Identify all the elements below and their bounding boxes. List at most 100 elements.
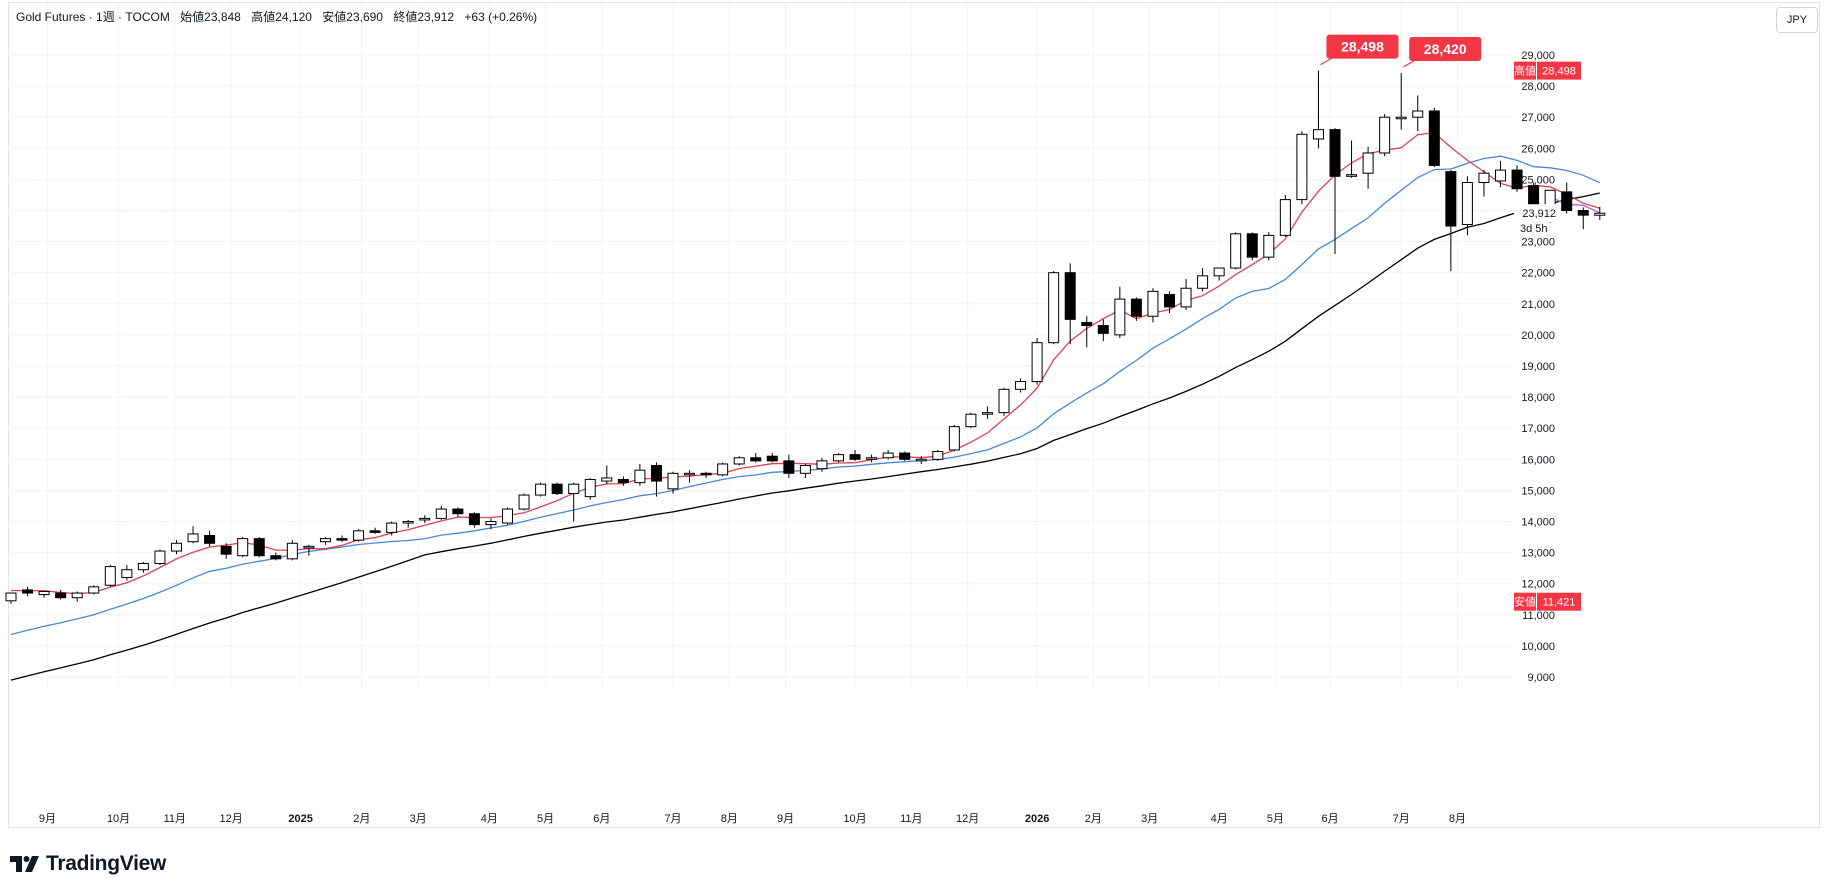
tradingview-logo-icon xyxy=(10,856,39,872)
candle xyxy=(5,592,17,604)
last-price-bg xyxy=(1514,204,1558,223)
candle-body xyxy=(55,592,67,599)
candle xyxy=(303,544,315,556)
candle xyxy=(1412,95,1424,132)
candle xyxy=(882,449,894,460)
x-tick-label: 10月 xyxy=(843,813,866,825)
candle-body xyxy=(1213,267,1225,277)
candle xyxy=(204,530,216,547)
candle xyxy=(1478,170,1490,197)
candle xyxy=(104,565,116,587)
x-tick-label: 2026 xyxy=(1025,813,1049,825)
moving-averages xyxy=(10,132,1601,681)
x-tick-label: 3月 xyxy=(410,813,427,825)
tradingview-logo[interactable]: TradingView xyxy=(10,852,166,876)
y-tick-label: 22,000 xyxy=(1521,268,1555,280)
axis-tag-name: 安値 xyxy=(1514,595,1536,609)
candle xyxy=(733,456,745,466)
y-tick-label: 18,000 xyxy=(1521,392,1555,404)
candle xyxy=(270,552,282,561)
candle-body xyxy=(1064,272,1076,320)
x-tick-label: 11月 xyxy=(164,813,186,825)
candle xyxy=(617,476,629,486)
annotations: 28,498 28,420 xyxy=(1320,34,1482,68)
candle-body xyxy=(1230,233,1242,269)
axis-tag-name: 高値 xyxy=(1514,64,1536,78)
candle xyxy=(485,518,497,530)
y-tick-label: 16,000 xyxy=(1521,454,1555,466)
candle-body xyxy=(733,457,745,465)
candle-body xyxy=(171,542,182,552)
candle xyxy=(452,507,464,517)
candle-body xyxy=(121,569,133,578)
candle xyxy=(1031,338,1043,385)
candle xyxy=(1461,176,1473,236)
candle xyxy=(1362,146,1374,189)
candle-body xyxy=(1495,169,1506,182)
candle xyxy=(518,493,530,511)
x-tick-label: 5月 xyxy=(537,813,554,825)
ma-short-line xyxy=(10,132,1600,595)
candle xyxy=(750,453,762,463)
candle-body xyxy=(1346,174,1358,177)
candle-body xyxy=(932,451,944,460)
candle xyxy=(634,463,646,486)
candle xyxy=(1445,170,1457,272)
candle-body xyxy=(435,508,447,519)
y-tick-label: 13,000 xyxy=(1521,548,1555,560)
x-tick-label: 3月 xyxy=(1141,813,1158,825)
candle xyxy=(237,537,249,558)
candle xyxy=(1114,286,1126,339)
candle xyxy=(601,465,613,485)
candle xyxy=(700,471,712,478)
x-tick-label: 11月 xyxy=(900,813,922,825)
chart-frame xyxy=(8,2,1820,828)
candle-body xyxy=(419,517,431,521)
candle-body xyxy=(1130,298,1142,317)
candle-body xyxy=(783,460,795,474)
candle xyxy=(932,449,944,461)
y-tick-label: 11,000 xyxy=(1522,610,1555,622)
open-value: 始値23,848 xyxy=(180,10,241,24)
candle xyxy=(1213,267,1225,281)
candle-body xyxy=(1445,171,1457,227)
y-tick-label: 26,000 xyxy=(1521,143,1555,155)
candle-body xyxy=(5,592,17,602)
y-tick-label: 9,000 xyxy=(1527,672,1555,684)
candle xyxy=(369,527,381,534)
candle-body xyxy=(750,457,762,462)
candle-body xyxy=(452,508,464,515)
price-axis: 29,00028,00027,00026,00025,00024,00023,0… xyxy=(1514,50,1581,684)
candle-body xyxy=(717,463,729,476)
candle xyxy=(1164,291,1175,314)
peak-label: 28,498 xyxy=(1320,34,1399,66)
axis-tag-marker: 高値 28,498 xyxy=(1514,61,1581,80)
candle-body xyxy=(22,589,34,594)
peak-label: 28,420 xyxy=(1402,37,1482,68)
symbol-name[interactable]: Gold Futures · 1週 · TOCOM xyxy=(16,10,170,24)
candle-body xyxy=(584,479,596,498)
candle xyxy=(402,519,414,528)
candle-body xyxy=(336,538,348,541)
candle xyxy=(1511,165,1523,192)
axis-tag-value: 28,498 xyxy=(1542,66,1576,78)
x-tick-label: 12月 xyxy=(219,813,242,825)
y-tick-label: 15,000 xyxy=(1521,485,1555,497)
candle xyxy=(319,537,331,545)
axis-tag-last: 23,912 3d 5h xyxy=(1514,204,1558,235)
candle xyxy=(121,565,133,581)
y-tick-label: 27,000 xyxy=(1521,112,1555,124)
candle-body xyxy=(253,538,265,557)
candle-body xyxy=(617,479,629,484)
candle-body xyxy=(237,538,249,557)
x-tick-label: 7月 xyxy=(1393,813,1410,825)
candle xyxy=(1428,107,1440,167)
brand-name: TradingView xyxy=(46,852,167,875)
candle xyxy=(667,471,679,494)
grid xyxy=(8,4,1512,688)
axis-tag-value-bg xyxy=(1537,61,1581,80)
x-tick-label: 6月 xyxy=(1321,813,1338,825)
currency-button[interactable]: JPY xyxy=(1776,7,1818,33)
candle-body xyxy=(1246,233,1258,258)
